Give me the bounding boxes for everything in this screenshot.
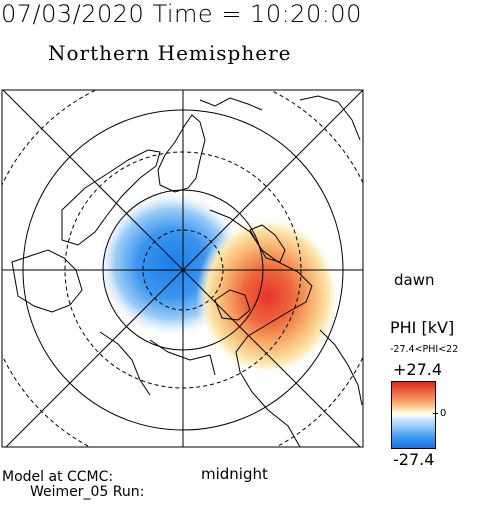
scandinavia-coast (149, 339, 216, 376)
legend-title: PHI [kV] (390, 318, 455, 337)
lat-lon-grid (2, 90, 363, 447)
coastlines (11, 95, 363, 447)
legend-min-value: -27.4 (393, 450, 435, 469)
midnight-label: midnight (201, 465, 268, 483)
canadian-islands (214, 289, 251, 321)
legend-max-value: +27.4 (393, 360, 443, 379)
colorbar (391, 381, 436, 449)
legend-range: -27.4<PHI<22 (390, 344, 459, 355)
credit-model-line: Model at CCMC: (2, 469, 114, 485)
east-coast (319, 329, 363, 406)
siberia-coast (61, 149, 161, 246)
credit-run-line: Weimer_05 Run: (30, 484, 145, 500)
legend-zero-value: 0 (440, 408, 447, 419)
northeast-coast (299, 95, 361, 141)
meridian-diagonal-2 (5, 90, 363, 447)
dawn-label: dawn (394, 271, 435, 289)
north-coast (199, 97, 263, 111)
hudson-bay (249, 224, 286, 263)
kamchatka-coast (11, 249, 83, 313)
date-time-header: 07/03/2020 Time = 10:20:00 (1, 0, 362, 28)
dawn-potential-cell (196, 216, 340, 376)
colorbar-zero-tick (433, 413, 438, 414)
greenland-coast (157, 114, 206, 193)
europe-coast (99, 331, 151, 396)
hemisphere-title: Northern Hemisphere (48, 41, 292, 65)
potential-field (96, 190, 340, 376)
